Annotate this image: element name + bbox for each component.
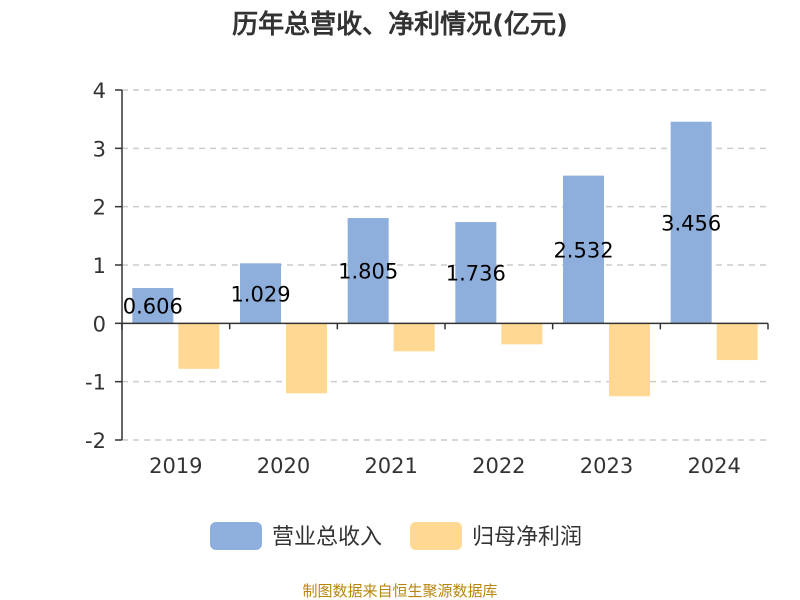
revenue-data-label: 1.029 [230,282,290,306]
y-tick-label: 0 [93,312,106,336]
revenue-data-label: 1.805 [338,260,398,284]
y-tick-label: 4 [93,79,106,103]
bar-net-profit[interactable] [178,323,220,369]
bar-revenue[interactable] [240,263,281,324]
bar-net-profit[interactable] [609,323,650,397]
bar-net-profit[interactable] [393,323,435,352]
gridlines [122,89,768,441]
bar-net-profit[interactable] [716,323,758,361]
bar-revenue[interactable] [455,222,497,324]
chart-title: 历年总营收、净利情况(亿元) [232,9,568,40]
x-tick-label: 2019 [149,454,202,478]
bar-revenue[interactable] [563,175,604,324]
y-tick-label: 1 [93,254,106,278]
x-tick-label: 2020 [257,454,310,478]
y-tick-label: -2 [85,429,106,453]
y-tick-label: -1 [85,371,106,395]
bars [132,121,758,397]
bar-revenue[interactable] [347,218,389,324]
revenue-data-label: 2.532 [553,238,613,262]
legend-swatch-revenue[interactable] [210,522,262,550]
revenue-data-label: 1.736 [446,262,506,286]
legend[interactable]: 营业总收入 归母净利润 [210,522,582,550]
legend-label-net-profit[interactable]: 归母净利润 [472,525,582,550]
y-tick-label: 2 [93,196,106,220]
bar-revenue[interactable] [670,121,712,324]
axes: -2 -1 0 1 2 3 4 2019 2020 2021 2022 2023 2024 [85,79,769,478]
legend-label-revenue[interactable]: 营业总收入 [272,525,382,550]
revenue-data-label: 0.606 [123,295,183,319]
x-tick-label: 2021 [364,454,417,478]
bar-net-profit[interactable] [286,323,327,394]
data-source-note: 制图数据来自恒生聚源数据库 [302,582,497,600]
bar-revenue[interactable] [132,287,174,324]
revenue-data-label: 3.456 [661,212,721,236]
x-tick-label: 2022 [472,454,525,478]
y-tick-label: 3 [93,137,106,161]
bar-net-profit[interactable] [501,323,543,345]
data-labels: 0.606 1.029 1.805 1.736 2.532 3.456 [123,212,721,319]
x-tick-label: 2024 [687,454,740,478]
legend-swatch-net-profit[interactable] [410,522,462,550]
x-tick-label: 2023 [580,454,633,478]
